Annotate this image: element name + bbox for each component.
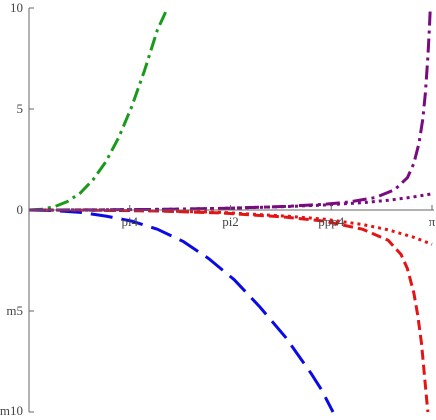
y-tick-label-4: m5 [6, 303, 23, 318]
series-line-4 [29, 208, 433, 246]
series-line-5 [29, 7, 432, 212]
y-tick-label-1: 10 [10, 0, 23, 15]
y-tick-label-5: m10 [0, 403, 23, 418]
x-tick-label-3: ppp4 [318, 214, 345, 229]
series-line-1 [29, 7, 169, 212]
y-tick-label-3: 0 [17, 202, 24, 217]
series-layer [29, 7, 433, 413]
x-tick-label-2: pi2 [222, 214, 239, 229]
series-line-6 [29, 192, 433, 212]
series-line-2 [29, 208, 335, 413]
series-line-3 [29, 208, 430, 413]
x-tick-label-4: π [429, 214, 436, 229]
y-tick-label-2: 5 [17, 101, 24, 116]
x-tick-label-1: pi4 [121, 214, 138, 229]
